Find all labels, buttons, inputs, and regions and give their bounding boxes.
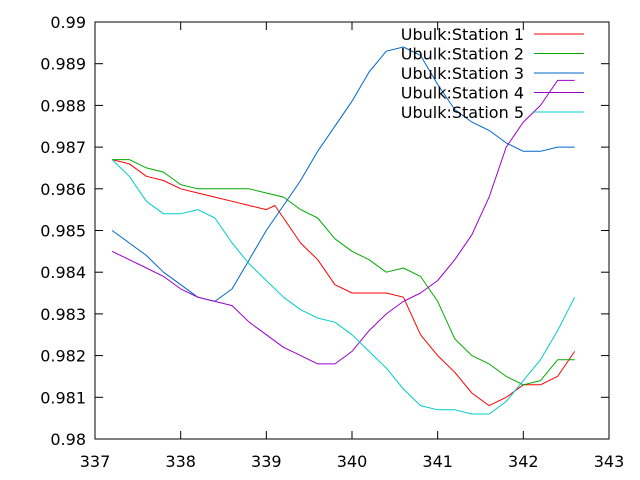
y-tick-label: 0.99 <box>50 13 86 32</box>
series-line-station-3 <box>111 46 575 302</box>
x-tick-label: 343 <box>594 452 625 471</box>
series-line-station-1 <box>111 159 576 407</box>
x-tick-label: 340 <box>337 452 368 471</box>
y-axis: 0.98 0.981 0.982 0.983 0.984 0.985 0.986 0.987 0… <box>40 13 609 449</box>
legend-label-station-3: Ubulk:Station 3 <box>401 64 524 83</box>
x-tick-label: 338 <box>165 452 196 471</box>
legend-label-station-2: Ubulk:Station 2 <box>401 45 524 64</box>
y-tick-label: 0.983 <box>40 305 86 324</box>
x-tick-label: 337 <box>80 452 111 471</box>
x-tick-label: 342 <box>508 452 539 471</box>
legend-label-station-1: Ubulk:Station 1 <box>401 25 524 44</box>
y-tick-label: 0.984 <box>40 263 86 282</box>
x-tick-label: 339 <box>251 452 282 471</box>
y-tick-label: 0.987 <box>40 138 86 157</box>
legend-label-station-4: Ubulk:Station 4 <box>401 84 524 103</box>
series-group <box>111 46 576 415</box>
x-tick-label: 341 <box>422 452 453 471</box>
y-tick-label: 0.98 <box>50 430 86 449</box>
y-tick-label: 0.988 <box>40 96 86 115</box>
y-tick-label: 0.986 <box>40 180 86 199</box>
y-tick-label: 0.989 <box>40 55 86 74</box>
series-line-station-4 <box>111 79 575 365</box>
series-line-station-5 <box>111 159 576 415</box>
series-line-station-2 <box>112 159 575 386</box>
y-tick-label: 0.985 <box>40 222 86 241</box>
x-axis: 337 338 339 340 341 342 343 <box>80 22 625 471</box>
legend-label-station-5: Ubulk:Station 5 <box>401 103 524 122</box>
y-tick-label: 0.981 <box>40 388 86 407</box>
plot-frame <box>94 21 610 440</box>
y-tick-label: 0.982 <box>40 347 86 366</box>
